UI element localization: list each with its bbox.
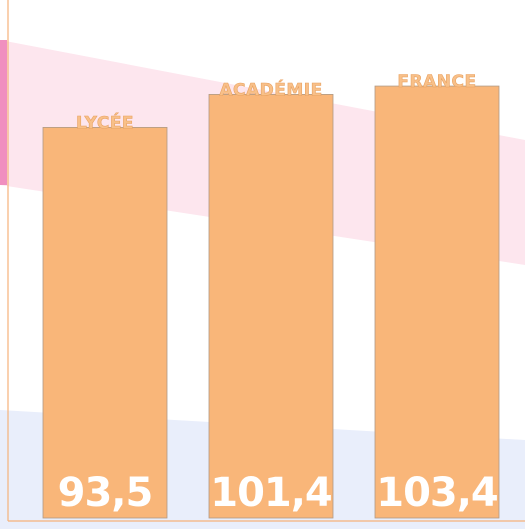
value-label: 101,4 [210,470,332,516]
edge-accent [0,40,7,185]
category-label: FRANCE [397,72,476,92]
plot-area: LYCÉE 93,5 ACADÉMIE 101,4 FRANCE 103,4 [42,72,500,519]
bar [208,94,334,519]
value-label: 93,5 [58,470,153,516]
category-label: ACADÉMIE [219,78,322,100]
bar [42,127,168,519]
bar [374,85,500,519]
value-label: 103,4 [376,470,498,516]
category-label: LYCÉE [76,111,134,133]
